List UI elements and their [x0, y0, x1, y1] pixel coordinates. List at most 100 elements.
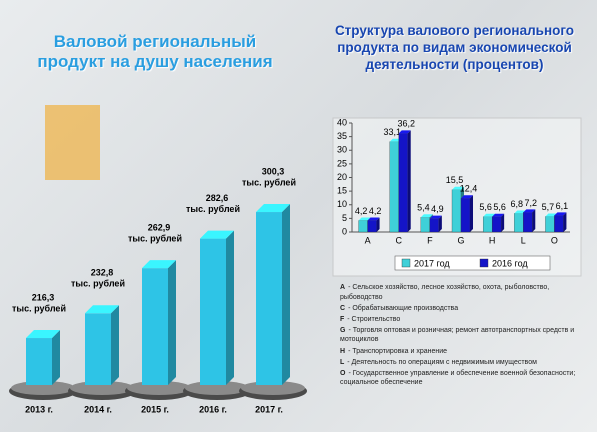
y-tick-label: 25 — [337, 158, 347, 168]
bar — [85, 313, 111, 385]
note: G- Торговля оптовая и розничная; ремонт … — [340, 326, 580, 345]
note-code: C — [340, 304, 346, 312]
value-label: 4,9 — [431, 204, 444, 214]
left-title: Валовой региональный продукт на душу нас… — [37, 32, 273, 71]
legend-swatch — [401, 258, 411, 268]
value-label: 5,6 — [479, 202, 492, 212]
bar — [26, 338, 52, 385]
x-tick-label: F — [427, 235, 433, 245]
y-tick-label: 35 — [337, 131, 347, 141]
value-unit: тыс. рублей — [242, 177, 296, 187]
bar-side — [407, 130, 411, 232]
bar-top — [26, 330, 60, 339]
value-unit: тыс. рублей — [71, 279, 125, 289]
note-text: - Государственное управление и обеспечен… — [340, 369, 576, 387]
value-label: 7,2 — [525, 198, 538, 208]
decor-icon — [45, 105, 100, 180]
value-label: 12,4 — [460, 184, 478, 194]
note-text: - Сельское хозяйство, лесное хозяйство, … — [340, 284, 550, 301]
bar-top — [420, 214, 433, 218]
note-code: G — [340, 326, 346, 334]
value-label: 15,5 — [446, 175, 464, 185]
bar-side — [376, 217, 380, 232]
bar — [460, 198, 471, 233]
x-tick-label: 2017 г. — [255, 404, 283, 414]
bar — [420, 217, 431, 233]
bar — [482, 216, 493, 233]
bar-top — [452, 186, 464, 190]
value-label: 5,6 — [493, 202, 506, 212]
bar — [398, 133, 408, 233]
legend-label: 2017 год — [414, 258, 450, 268]
value-label: 6,8 — [511, 199, 524, 209]
value-label: 216,3 — [32, 292, 55, 302]
bar-side — [438, 215, 442, 232]
note-code: O — [340, 369, 346, 377]
bar — [514, 213, 524, 233]
bar-top — [142, 260, 176, 269]
right-title: Структура валового регионального продукт… — [334, 23, 575, 72]
note-code: A — [340, 284, 346, 291]
value-label: 282,6 — [206, 193, 229, 203]
y-tick-label: 10 — [337, 199, 347, 209]
x-tick-label: L — [521, 235, 526, 245]
notes: A- Сельское хозяйство, лесное хозяйство,… — [340, 283, 580, 389]
legend-swatch — [479, 258, 489, 268]
value-label: 33,1 — [383, 127, 401, 137]
note: O- Государственное управление и обеспече… — [340, 369, 580, 388]
note-text: - Транспортировка и хранение — [348, 347, 448, 355]
bar-side — [111, 305, 119, 385]
value-label: 5,4 — [417, 203, 430, 213]
x-tick-label: G — [457, 235, 464, 245]
bar — [451, 189, 462, 233]
x-tick-label: A — [365, 235, 371, 245]
y-tick-label: 40 — [337, 117, 347, 127]
bar-top — [492, 213, 505, 217]
bar-top — [200, 230, 234, 239]
bar-top — [429, 215, 442, 219]
bar-side — [226, 230, 234, 385]
value-label: 4,2 — [369, 206, 382, 216]
x-tick-label: H — [489, 235, 496, 245]
y-tick-label: 0 — [342, 226, 347, 236]
bar-top — [358, 217, 371, 221]
value-label: 300,3 — [262, 166, 285, 176]
bar-top — [398, 130, 411, 134]
x-tick-label: C — [395, 235, 402, 245]
bar-top — [85, 305, 119, 314]
value-unit: тыс. рублей — [186, 204, 240, 214]
value-label: 5,7 — [542, 202, 555, 212]
x-tick-label: 2016 г. — [199, 404, 227, 414]
bar-side — [168, 260, 176, 385]
note-text: - Деятельность по операциям с недвижимым… — [347, 358, 537, 366]
bar-top — [367, 217, 380, 221]
bar — [545, 216, 555, 233]
note: C- Обрабатывающие производства — [340, 304, 580, 314]
value-label: 232,8 — [91, 268, 114, 278]
bar — [491, 216, 502, 233]
bar — [523, 212, 533, 233]
bar-side — [52, 330, 60, 385]
note-text: - Обрабатывающие производства — [348, 304, 459, 312]
bar — [367, 220, 377, 233]
note-text: - Строительство — [347, 315, 401, 323]
note: H- Транспортировка и хранение — [340, 347, 580, 357]
bar — [554, 215, 564, 233]
note: F- Строительство — [340, 315, 580, 325]
y-tick-label: 20 — [337, 172, 347, 182]
legend-label: 2016 год — [492, 258, 528, 268]
y-tick-label: 15 — [337, 186, 347, 196]
bar — [256, 212, 282, 385]
y-tick-label: 5 — [342, 213, 347, 223]
legend-box — [394, 255, 551, 271]
bar-side — [563, 212, 567, 232]
bar — [142, 268, 168, 385]
bar — [200, 238, 226, 385]
bar-top — [554, 212, 567, 216]
value-label: 4,2 — [355, 206, 368, 216]
note-code: F — [340, 315, 345, 323]
x-tick-label: O — [551, 235, 558, 245]
bar-side — [470, 195, 473, 232]
